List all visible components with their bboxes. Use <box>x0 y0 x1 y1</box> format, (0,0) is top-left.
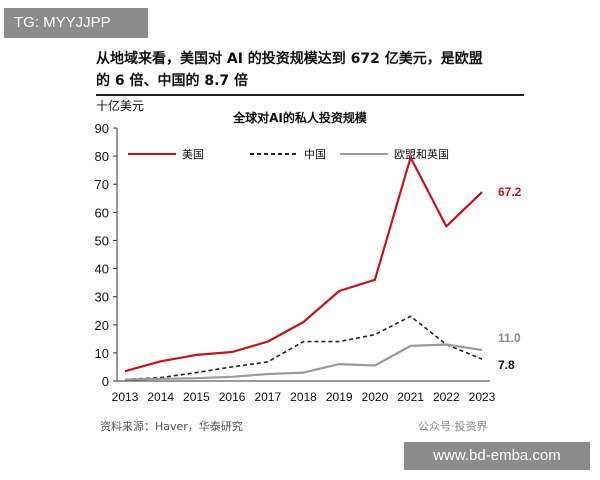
headline: 从地域来看，美国对 AI 的投资规模达到 672 亿美元，是欧盟 的 6 倍、中… <box>96 48 516 92</box>
x-tick-label: 2020 <box>362 390 389 404</box>
y-tick-label: 30 <box>95 290 109 305</box>
y-tick-label: 10 <box>95 346 109 361</box>
end-value-label: 67.2 <box>498 185 522 199</box>
x-tick-label: 2018 <box>290 390 317 404</box>
x-tick-label: 2022 <box>433 390 460 404</box>
chart-title: 全球对AI的私人投资规模 <box>232 110 368 125</box>
headline-line-2: 的 6 倍、中国的 8.7 倍 <box>96 73 249 89</box>
title-rule <box>96 94 524 96</box>
y-tick-label: 50 <box>95 233 109 248</box>
watermark-bottom: www.bd-emba.com <box>404 442 590 470</box>
end-value-label: 7.8 <box>498 358 515 372</box>
x-tick-label: 2021 <box>397 390 424 404</box>
y-tick-label: 0 <box>102 374 109 389</box>
y-tick-label: 90 <box>95 121 109 136</box>
y-tick-label: 80 <box>95 149 109 164</box>
publisher-logo: 公众号·投资界 <box>418 420 488 433</box>
series-line <box>124 343 483 381</box>
headline-line-1: 从地域来看，美国对 AI 的投资规模达到 672 亿美元，是欧盟 <box>96 51 483 67</box>
x-tick-label: 2019 <box>326 390 353 404</box>
y-tick-label: 70 <box>95 177 109 192</box>
y-tick-label: 20 <box>95 318 109 333</box>
legend-label: 欧盟和英国 <box>394 147 449 161</box>
x-tick-label: 2013 <box>112 390 139 404</box>
x-tick-label: 2014 <box>147 390 174 404</box>
series-line <box>124 156 483 373</box>
legend-label: 中国 <box>304 148 326 161</box>
series-line <box>124 315 483 381</box>
legend-label: 美国 <box>182 148 204 161</box>
x-tick-label: 2023 <box>469 390 496 404</box>
x-tick-label: 2017 <box>254 390 281 404</box>
y-axis-title: 十亿美元 <box>96 98 144 113</box>
y-tick-label: 40 <box>95 262 109 277</box>
x-tick-label: 2016 <box>219 390 246 404</box>
y-tick-label: 60 <box>95 205 109 220</box>
end-value-label: 11.0 <box>498 331 521 345</box>
x-tick-label: 2015 <box>183 390 210 404</box>
source-note: 资料来源：Haver，华泰研究 <box>100 420 243 433</box>
watermark-top: TG: MYYJJPP <box>4 8 148 38</box>
